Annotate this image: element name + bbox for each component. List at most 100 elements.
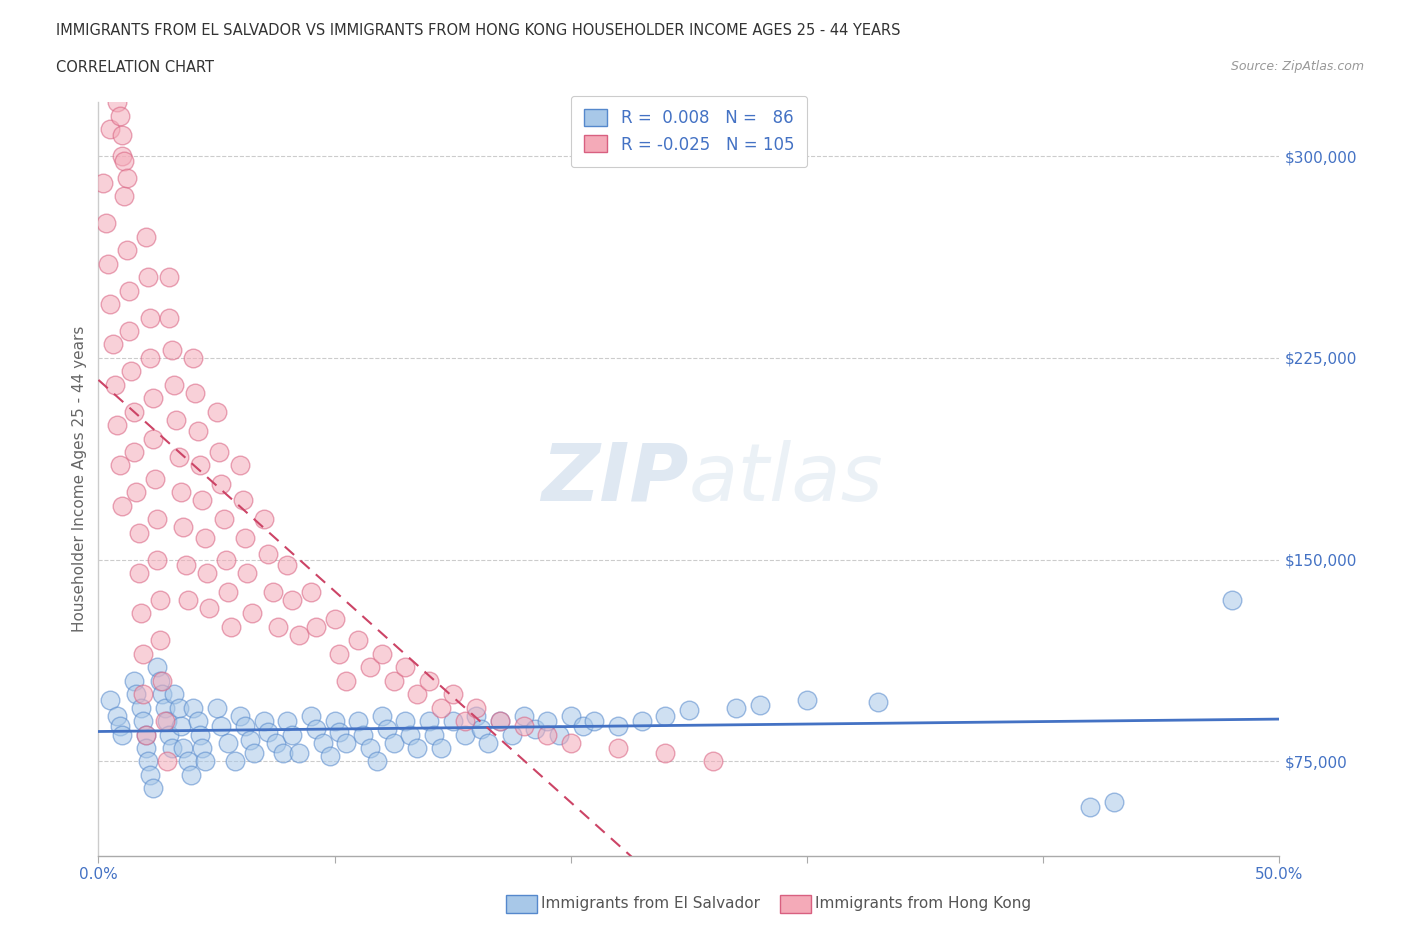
Point	[125, 485, 148, 499]
Point	[188, 458, 211, 473]
Point	[288, 628, 311, 643]
Point	[142, 781, 165, 796]
Point	[465, 709, 488, 724]
Point	[239, 733, 262, 748]
Point	[195, 565, 218, 580]
Point	[866, 695, 889, 710]
Point	[188, 727, 211, 742]
Point	[257, 724, 280, 739]
Point	[233, 531, 256, 546]
Point	[477, 735, 499, 750]
Point	[181, 351, 204, 365]
Point	[128, 525, 150, 540]
Point	[136, 270, 159, 285]
Point	[112, 189, 135, 204]
Point	[132, 713, 155, 728]
Point	[359, 740, 381, 755]
Point	[187, 423, 209, 438]
Point	[149, 633, 172, 648]
Point	[512, 709, 534, 724]
Point	[406, 740, 429, 755]
Text: IMMIGRANTS FROM EL SALVADOR VS IMMIGRANTS FROM HONG KONG HOUSEHOLDER INCOME AGES: IMMIGRANTS FROM EL SALVADOR VS IMMIGRANT…	[56, 23, 901, 38]
Point	[305, 722, 328, 737]
Point	[430, 740, 453, 755]
Text: Source: ZipAtlas.com: Source: ZipAtlas.com	[1230, 60, 1364, 73]
Point	[191, 493, 214, 508]
Text: Immigrants from El Salvador: Immigrants from El Salvador	[541, 897, 761, 911]
Point	[453, 713, 475, 728]
Point	[91, 176, 114, 191]
Point	[122, 673, 145, 688]
Point	[281, 727, 304, 742]
Point	[654, 709, 676, 724]
Point	[607, 719, 630, 734]
Point	[172, 520, 194, 535]
Point	[108, 458, 131, 473]
Point	[548, 727, 571, 742]
Point	[678, 703, 700, 718]
Point	[441, 686, 464, 701]
Point	[262, 585, 284, 600]
Point	[236, 565, 259, 580]
Point	[1080, 800, 1102, 815]
Point	[512, 719, 534, 734]
Point	[583, 713, 606, 728]
Point	[136, 754, 159, 769]
Point	[105, 709, 128, 724]
Point	[382, 673, 405, 688]
Point	[607, 740, 630, 755]
Point	[98, 297, 121, 312]
Point	[118, 283, 141, 298]
Point	[423, 727, 446, 742]
Point	[135, 727, 157, 742]
Point	[135, 727, 157, 742]
Point	[115, 243, 138, 258]
Point	[375, 722, 398, 737]
Point	[122, 445, 145, 459]
Point	[97, 257, 120, 272]
Point	[177, 592, 200, 607]
Text: atlas: atlas	[689, 440, 884, 518]
Point	[406, 686, 429, 701]
Point	[382, 735, 405, 750]
Point	[121, 364, 143, 379]
Point	[167, 700, 190, 715]
Point	[157, 270, 180, 285]
Point	[209, 719, 232, 734]
Point	[181, 700, 204, 715]
Point	[167, 450, 190, 465]
Point	[560, 735, 582, 750]
Point	[418, 673, 440, 688]
Point	[347, 713, 370, 728]
Point	[465, 700, 488, 715]
Point	[359, 660, 381, 675]
Point	[156, 713, 179, 728]
Point	[177, 754, 200, 769]
Point	[253, 713, 276, 728]
Point	[156, 754, 179, 769]
Point	[430, 700, 453, 715]
Point	[209, 477, 232, 492]
Point	[160, 342, 183, 357]
Point	[129, 606, 152, 621]
Point	[111, 149, 134, 164]
Point	[215, 552, 238, 567]
Point	[98, 692, 121, 707]
Point	[139, 767, 162, 782]
Point	[122, 405, 145, 419]
Point	[184, 385, 207, 400]
Point	[165, 412, 187, 427]
Point	[536, 713, 558, 728]
Point	[212, 512, 235, 526]
Point	[323, 611, 346, 626]
Point	[160, 740, 183, 755]
Point	[146, 660, 169, 675]
Point	[524, 722, 547, 737]
Point	[335, 735, 357, 750]
Point	[796, 692, 818, 707]
Point	[157, 310, 180, 325]
Point	[150, 673, 173, 688]
Point	[441, 713, 464, 728]
Y-axis label: Householder Income Ages 25 - 44 years: Householder Income Ages 25 - 44 years	[72, 326, 87, 632]
Point	[217, 585, 239, 600]
